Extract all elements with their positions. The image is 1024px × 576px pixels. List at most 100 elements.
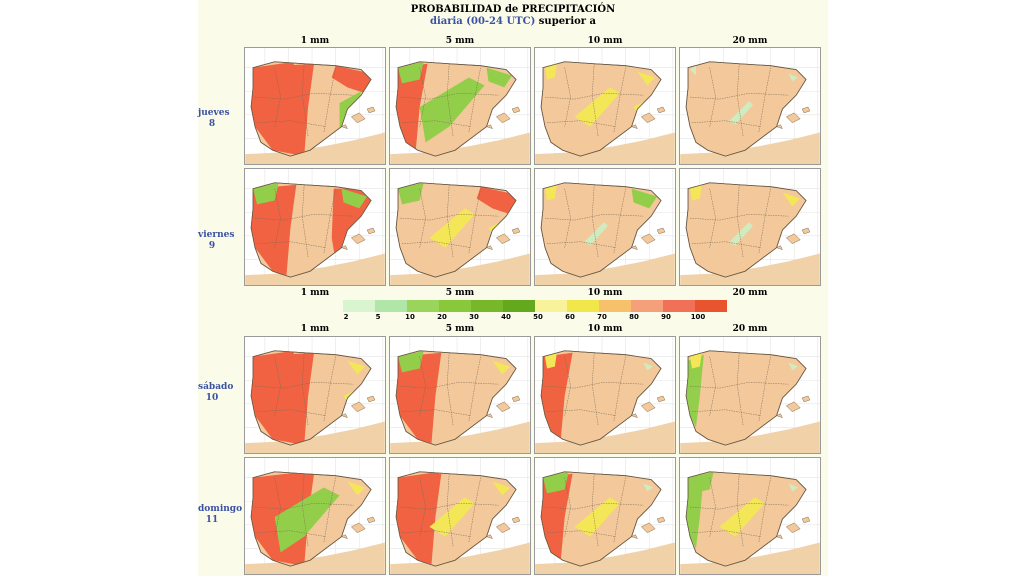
legend-swatch	[567, 300, 599, 312]
map-canvas	[535, 48, 675, 164]
precip-zone	[253, 61, 295, 94]
col-label-10mm-mid: 10 mm	[587, 288, 623, 298]
precip-zone	[643, 362, 654, 371]
precip-zone	[788, 362, 799, 371]
precip-zone	[253, 350, 295, 383]
precip-zone	[251, 184, 297, 276]
legend-label: 50	[533, 313, 543, 321]
legend-label: 100	[690, 313, 706, 321]
precip-zone	[545, 352, 557, 369]
precip-zone	[686, 354, 704, 428]
day-number: 8	[208, 119, 216, 129]
precip-zone	[492, 360, 511, 375]
precip-map-jueves-20mm	[679, 47, 821, 165]
precip-zone	[347, 360, 366, 375]
precip-map-viernes-5mm	[389, 168, 531, 286]
precip-zone	[543, 471, 569, 494]
legend-label: 90	[661, 313, 671, 321]
precip-zone	[429, 208, 475, 248]
day-number: 10	[205, 393, 219, 403]
precip-zone	[476, 186, 517, 217]
precip-zone	[253, 471, 305, 516]
precip-map-sábado-10mm	[534, 336, 676, 454]
map-canvas	[390, 337, 530, 453]
precip-zone	[331, 65, 372, 96]
col-label-1mm-mid: 1 mm	[300, 288, 330, 298]
precip-zone	[690, 184, 702, 201]
precip-map-viernes-1mm	[244, 168, 386, 286]
precip-zone	[690, 65, 696, 76]
precip-map-sábado-1mm	[244, 336, 386, 454]
map-canvas	[390, 169, 530, 285]
day-number: 9	[208, 241, 216, 251]
precip-zone	[690, 352, 702, 369]
day-label-jueves: jueves 8	[198, 108, 230, 130]
subtitle: diaria (00-24 UTC) superior a	[198, 16, 828, 28]
precip-zone	[574, 87, 620, 127]
day-name: viernes	[198, 230, 235, 240]
map-canvas	[390, 458, 530, 574]
map-canvas	[680, 169, 820, 285]
precip-map-jueves-10mm	[534, 47, 676, 165]
forecast-panel: PROBABILIDAD de PRECIPITACIÓN diaria (00…	[198, 0, 828, 576]
legend-swatch	[375, 300, 407, 312]
legend-swatch	[631, 300, 663, 312]
map-canvas	[535, 169, 675, 285]
title: PROBABILIDAD de PRECIPITACIÓN	[410, 4, 616, 15]
subtitle-period: diaria (00-24 UTC)	[429, 16, 536, 27]
precip-map-domingo-10mm	[534, 457, 676, 575]
precip-map-domingo-1mm	[244, 457, 386, 575]
map-canvas	[680, 458, 820, 574]
legend-swatch	[503, 300, 535, 312]
precip-zone	[492, 481, 511, 496]
day-number: 11	[205, 515, 219, 525]
precip-zone	[398, 471, 440, 504]
precip-map-sábado-5mm	[389, 336, 531, 454]
legend-swatch	[471, 300, 503, 312]
legend-swatch	[535, 300, 567, 312]
precip-map-domingo-5mm	[389, 457, 531, 575]
precip-zone	[545, 184, 557, 201]
day-name: jueves	[198, 108, 230, 118]
precip-zone	[643, 483, 654, 492]
legend-label: 30	[469, 313, 479, 321]
precip-zone	[341, 188, 368, 209]
col-label-20mm-bottom: 20 mm	[732, 324, 768, 334]
map-canvas	[680, 48, 820, 164]
precip-zone	[398, 350, 424, 373]
precip-zone	[396, 63, 428, 151]
title-block: PROBABILIDAD de PRECIPITACIÓN diaria (00…	[198, 4, 828, 28]
precip-zone	[486, 67, 513, 88]
precip-map-viernes-20mm	[679, 168, 821, 286]
precip-zone	[782, 192, 801, 207]
precip-zone	[429, 497, 475, 537]
precip-map-sábado-20mm	[679, 336, 821, 454]
precip-zone	[545, 63, 557, 80]
precip-map-viernes-10mm	[534, 168, 676, 286]
col-label-5mm: 5 mm	[445, 36, 475, 46]
day-label-domingo: domingo 11	[198, 504, 242, 526]
precip-zone	[729, 222, 753, 246]
precip-zone	[686, 475, 704, 549]
precip-zone	[574, 497, 620, 537]
precip-map-jueves-5mm	[389, 47, 531, 165]
day-label-viernes: viernes 9	[198, 230, 235, 252]
color-legend: 2 5 10 20 30 40 50 60 70 80 90 100	[343, 300, 728, 326]
legend-label: 70	[597, 313, 607, 321]
precip-zone	[788, 73, 799, 82]
legend-swatch	[599, 300, 631, 312]
legend-label: 20	[437, 313, 447, 321]
day-name: sábado	[198, 382, 234, 392]
precip-zone	[398, 182, 424, 205]
legend-label: 5	[375, 313, 381, 321]
precip-zone	[631, 188, 658, 209]
col-label-1mm-bottom: 1 mm	[300, 324, 330, 334]
precip-zone	[541, 473, 573, 561]
precip-map-domingo-20mm	[679, 457, 821, 575]
precip-zone	[729, 101, 753, 125]
legend-swatch	[439, 300, 471, 312]
col-label-1mm: 1 mm	[300, 36, 330, 46]
precip-zone	[584, 222, 608, 246]
precip-zone	[541, 352, 573, 440]
legend-label: 10	[405, 313, 415, 321]
